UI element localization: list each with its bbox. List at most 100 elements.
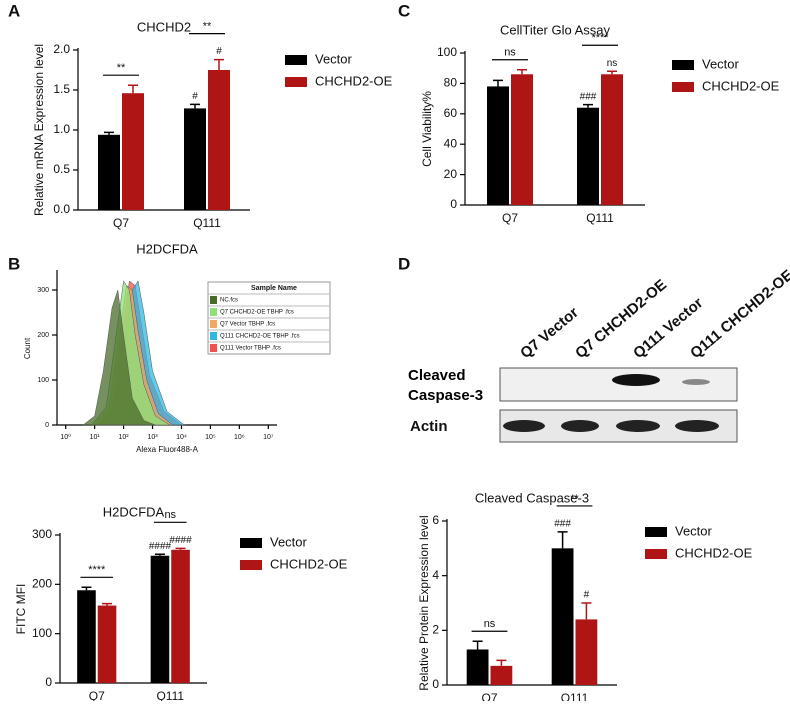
x-tick-label: Q7 (113, 216, 129, 230)
chart-title: Cleaved Caspase-3 (475, 490, 589, 505)
legend-label: Vector (702, 56, 740, 71)
y-tick-label: 0 (450, 197, 457, 211)
legend-label: NC.fcs (220, 298, 238, 304)
legend-swatch (672, 82, 694, 92)
y-tick-label: 200 (37, 332, 49, 339)
legend-label: Q111 CHCHD2-OE TBHP .fcs (220, 334, 300, 340)
sig-label: ** (117, 62, 126, 74)
chart-title: CellTiter Glo Assay (500, 22, 611, 37)
y-tick-label: 300 (37, 287, 49, 294)
band (561, 420, 599, 432)
x-tick-label: Q7 (89, 689, 105, 701)
y-axis-label: Cell Viability% (420, 91, 434, 167)
bar (98, 134, 120, 210)
lane-label: Q7 Vector (517, 304, 582, 362)
legend-title: Sample Name (251, 285, 297, 292)
sig-mark: # (192, 91, 198, 102)
y-tick-label: 4 (432, 568, 439, 582)
band (612, 374, 660, 386)
legend-label: Q111 Vector TBHP .fcs (220, 346, 281, 352)
sig-label: ** (570, 493, 579, 505)
bar (171, 549, 190, 683)
error-bar (583, 103, 593, 108)
blot: Q7 Vector Q7 CHCHD2-OE Q111 Vector Q111 … (408, 267, 790, 443)
bar (601, 74, 623, 205)
sig-mark: ### (580, 91, 597, 102)
error-bar (102, 602, 113, 606)
x-tick-label: 10⁴ (176, 434, 187, 441)
row-label-box: Cleaved Caspase-3 (408, 367, 483, 404)
bar (208, 70, 230, 210)
legend-swatch (210, 344, 217, 352)
bar (184, 108, 206, 210)
legend-swatch (285, 77, 307, 87)
bar (487, 86, 509, 205)
legend-label: CHCHD2-OE (270, 556, 348, 571)
y-tick-label: 100 (37, 377, 49, 384)
error-bar (557, 531, 568, 549)
sig-label: **** (591, 32, 609, 44)
bar (490, 665, 513, 685)
y-tick-label: 1.5 (53, 82, 70, 96)
x-tick-label: 10⁷ (263, 434, 274, 441)
error-bar (517, 68, 527, 75)
x-tick-label: 10³ (147, 434, 158, 441)
row-label: Actin (410, 418, 448, 435)
x-tick-label: 10⁶ (234, 434, 245, 441)
error-bar (190, 103, 200, 109)
error-bar (493, 79, 503, 87)
bar (97, 605, 117, 683)
y-tick-label: 100 (437, 45, 457, 59)
band (682, 379, 710, 385)
y-tick-label: 2 (432, 623, 439, 637)
error-bar (128, 84, 138, 94)
panel-label: C (398, 1, 410, 20)
y-tick-label: 0 (432, 677, 439, 691)
legend-swatch (240, 538, 262, 548)
band (616, 420, 660, 432)
error-bar (607, 70, 617, 75)
sig-label: ns (164, 509, 176, 521)
y-tick-label: 0.0 (53, 202, 70, 216)
lane-label: Q111 CHCHD2-OE (687, 267, 790, 363)
y-axis-label: Relative Protein Expression level (417, 515, 431, 690)
histogram-curve (82, 289, 156, 426)
x-tick-label: 10⁰ (60, 433, 71, 441)
x-tick-label: 10² (119, 434, 130, 441)
sig-label: **** (88, 564, 106, 576)
legend-label: CHCHD2-OE (702, 78, 780, 93)
y-tick-label: 20 (444, 167, 458, 181)
bar (77, 590, 96, 683)
y-tick-label: 1.0 (53, 122, 70, 136)
y-axis-label: Relative mRNA Expression level (32, 44, 46, 216)
legend-label: Vector (315, 51, 353, 66)
legend-label: Vector (270, 534, 308, 549)
chart-title: CHCHD2 (137, 19, 191, 34)
legend-label: CHCHD2-OE (675, 545, 753, 560)
legend-swatch (672, 60, 694, 70)
legend-label: Q7 CHCHD2-OE TBHP .fcs (220, 310, 294, 316)
y-axis-label: Count (23, 337, 32, 359)
error-bar (81, 586, 92, 591)
sig-label: ns (504, 47, 516, 59)
bar (122, 93, 144, 210)
x-tick-label: Q111 (193, 216, 221, 230)
legend-swatch (645, 527, 667, 537)
x-tick-label: 10¹ (90, 434, 101, 441)
legend-swatch (285, 55, 307, 65)
legend-label: CHCHD2-OE (315, 73, 393, 88)
sig-mark: ### (554, 519, 571, 530)
y-tick-label: 200 (32, 577, 52, 591)
error-bar (154, 553, 165, 556)
sig-mark: #### (149, 541, 172, 552)
bar (551, 548, 574, 685)
sig-mark: # (584, 590, 590, 601)
error-bar (104, 131, 114, 135)
band (675, 420, 719, 432)
bar (150, 555, 170, 683)
panel-label: D (398, 254, 410, 273)
y-tick-label: 80 (444, 76, 458, 90)
y-tick-label: 0 (45, 422, 49, 429)
x-tick-label: 10⁵ (205, 434, 216, 441)
y-tick-label: 0 (45, 675, 52, 689)
